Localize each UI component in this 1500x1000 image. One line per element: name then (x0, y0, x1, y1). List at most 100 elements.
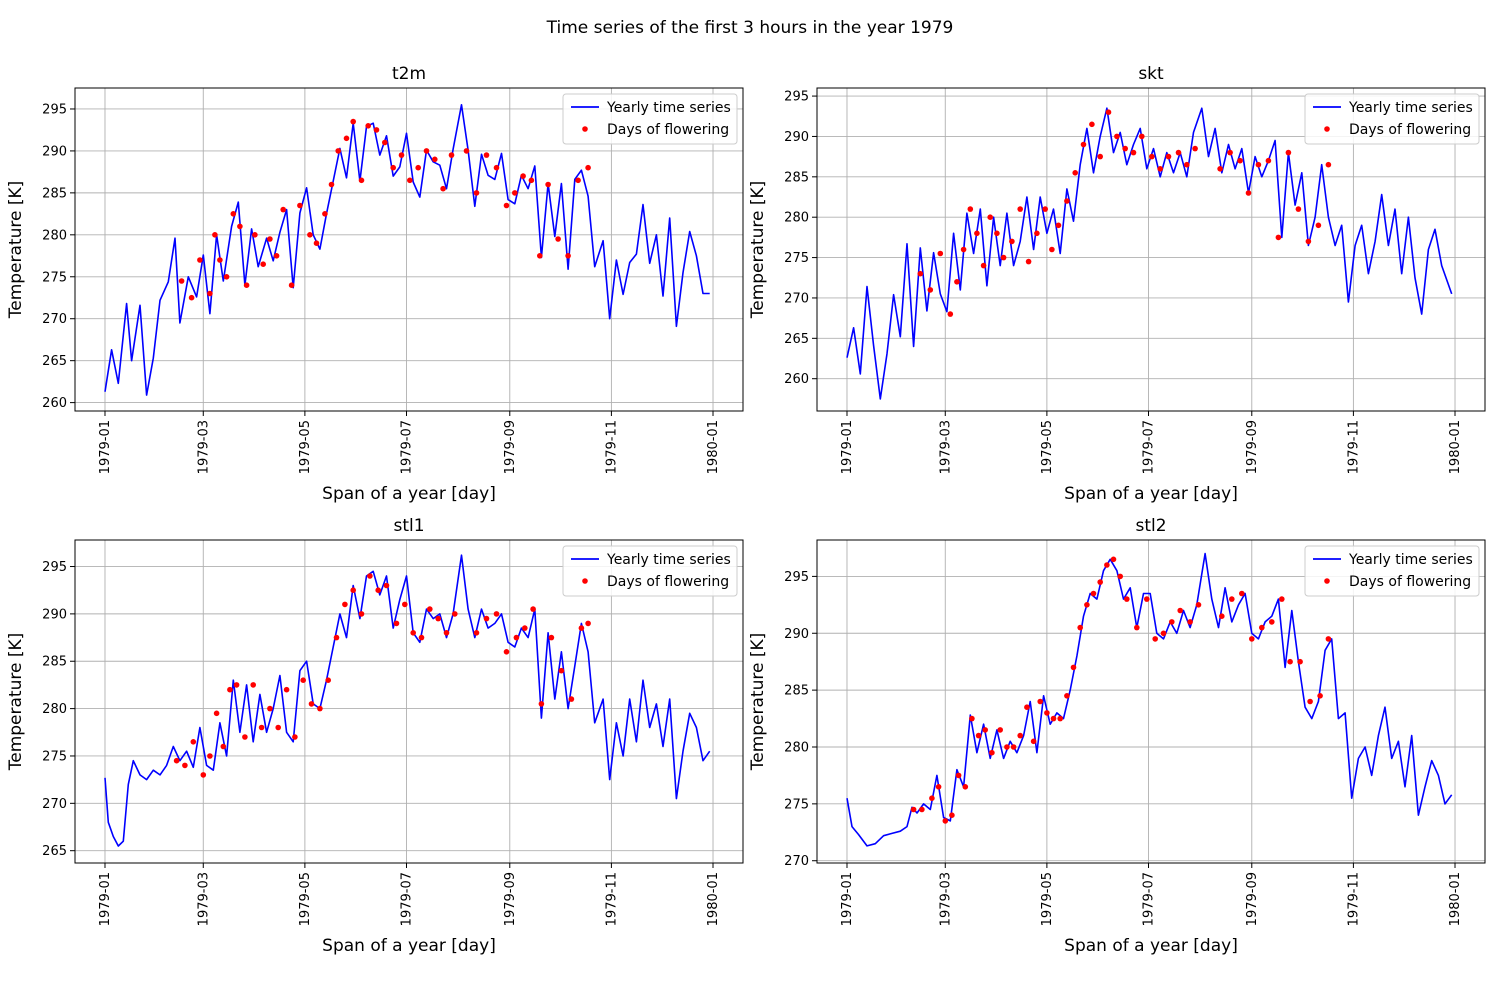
x-axis-label: Span of a year [day] (1064, 936, 1238, 956)
y-axis-label: Temperature [K] (748, 181, 768, 320)
x-tick-label: 1980-01 (706, 872, 721, 926)
y-tick-label: 280 (42, 228, 67, 243)
flowering-point (237, 223, 243, 230)
flowering-point (1227, 149, 1233, 156)
flowering-point (1090, 590, 1097, 597)
flowering-point (1034, 230, 1040, 237)
x-tick-label: 1979-01 (840, 420, 855, 474)
flowering-point (1229, 596, 1235, 602)
flowering-point (213, 710, 220, 717)
flowering-point (1004, 744, 1010, 750)
flowering-point (473, 190, 480, 196)
x-tick-label: 1979-05 (298, 420, 313, 474)
y-axis-label: Temperature [K] (6, 633, 26, 772)
flowering-point (335, 148, 342, 154)
x-tick-label: 1979-01 (840, 872, 855, 926)
flowering-point (342, 601, 348, 608)
flowering-point (1024, 704, 1030, 710)
y-tick-label: 280 (784, 211, 809, 226)
flowering-point (418, 634, 425, 641)
flowering-point (969, 715, 975, 722)
legend-label-yearly: Yearly time series (606, 100, 731, 116)
flowering-point (1217, 166, 1223, 172)
x-tick-label: 1979-07 (1142, 872, 1157, 926)
flowering-point (982, 727, 988, 733)
flowering-point (503, 649, 510, 655)
flowering-point (280, 206, 287, 213)
flowering-point (197, 257, 203, 263)
flowering-point (473, 630, 480, 636)
flowering-point (1077, 624, 1083, 631)
y-tick-label: 285 (784, 684, 809, 699)
flowering-point (230, 211, 237, 217)
flowering-point (980, 262, 987, 269)
flowering-point (1064, 693, 1070, 699)
flowering-point (1169, 619, 1175, 625)
flowering-point (382, 139, 388, 146)
x-tick-label: 1979-09 (503, 420, 518, 474)
flowering-point (415, 164, 422, 171)
y-tick-label: 265 (42, 844, 67, 859)
flowering-point (493, 611, 500, 617)
flowering-point (997, 727, 1003, 733)
legend-dot-swatch (582, 578, 588, 584)
flowering-point (283, 686, 290, 693)
flowering-point (919, 806, 925, 813)
flowering-point (1017, 732, 1023, 739)
flowering-point (1305, 238, 1312, 245)
y-tick-label: 260 (784, 372, 809, 387)
flowering-point (1124, 596, 1130, 602)
flowering-point (1089, 121, 1095, 128)
y-tick-label: 275 (42, 749, 67, 764)
y-tick-label: 270 (784, 291, 809, 306)
flowering-point (575, 177, 581, 184)
flowering-point (558, 667, 565, 674)
flowering-point (1315, 222, 1322, 229)
y-tick-label: 265 (42, 354, 67, 369)
flowering-point (1219, 613, 1225, 619)
flowering-point (200, 772, 207, 778)
flowering-point (423, 148, 430, 154)
flowering-point (1042, 206, 1048, 212)
y-tick-label: 260 (42, 396, 67, 411)
legend-box (1304, 93, 1480, 145)
flowering-point (1307, 698, 1313, 705)
flowering-point (443, 630, 450, 636)
flowering-point (1279, 596, 1285, 602)
y-axis-label: Temperature [K] (6, 181, 26, 320)
flowering-point (1025, 258, 1032, 265)
flowering-point (182, 762, 188, 769)
flowering-point (350, 587, 357, 593)
flowering-point (223, 274, 230, 280)
flowering-point (1064, 198, 1070, 204)
flowering-point (1000, 254, 1007, 261)
flowering-point (975, 732, 982, 739)
flowering-point (297, 202, 303, 209)
y-tick-label: 275 (42, 270, 67, 285)
legend-box (562, 93, 738, 145)
flowering-point (942, 818, 949, 824)
flowering-point (1275, 234, 1282, 241)
subplot-title: skt (1138, 64, 1164, 84)
y-tick-label: 280 (42, 702, 67, 717)
flowering-point (528, 177, 535, 184)
flowering-point (190, 739, 197, 745)
flowering-point (1317, 693, 1323, 699)
flowering-point (1144, 596, 1150, 602)
flowering-point (955, 772, 962, 779)
y-tick-label: 295 (42, 560, 67, 575)
flowering-point (1195, 602, 1202, 608)
flowering-point (1152, 636, 1158, 642)
x-tick-label: 1979-03 (196, 872, 211, 926)
flowering-point (1055, 222, 1062, 229)
flowering-point (1285, 149, 1292, 156)
series-line-yearly (104, 104, 710, 396)
flowering-point (530, 606, 536, 612)
x-tick-label: 1979-05 (1040, 420, 1055, 474)
flowering-point (1249, 636, 1255, 642)
y-tick-label: 290 (42, 607, 67, 622)
flowering-point (548, 634, 555, 641)
flowering-point (917, 270, 924, 277)
flowering-point (1097, 579, 1103, 585)
legend-label-flowering: Days of flowering (1349, 122, 1471, 138)
